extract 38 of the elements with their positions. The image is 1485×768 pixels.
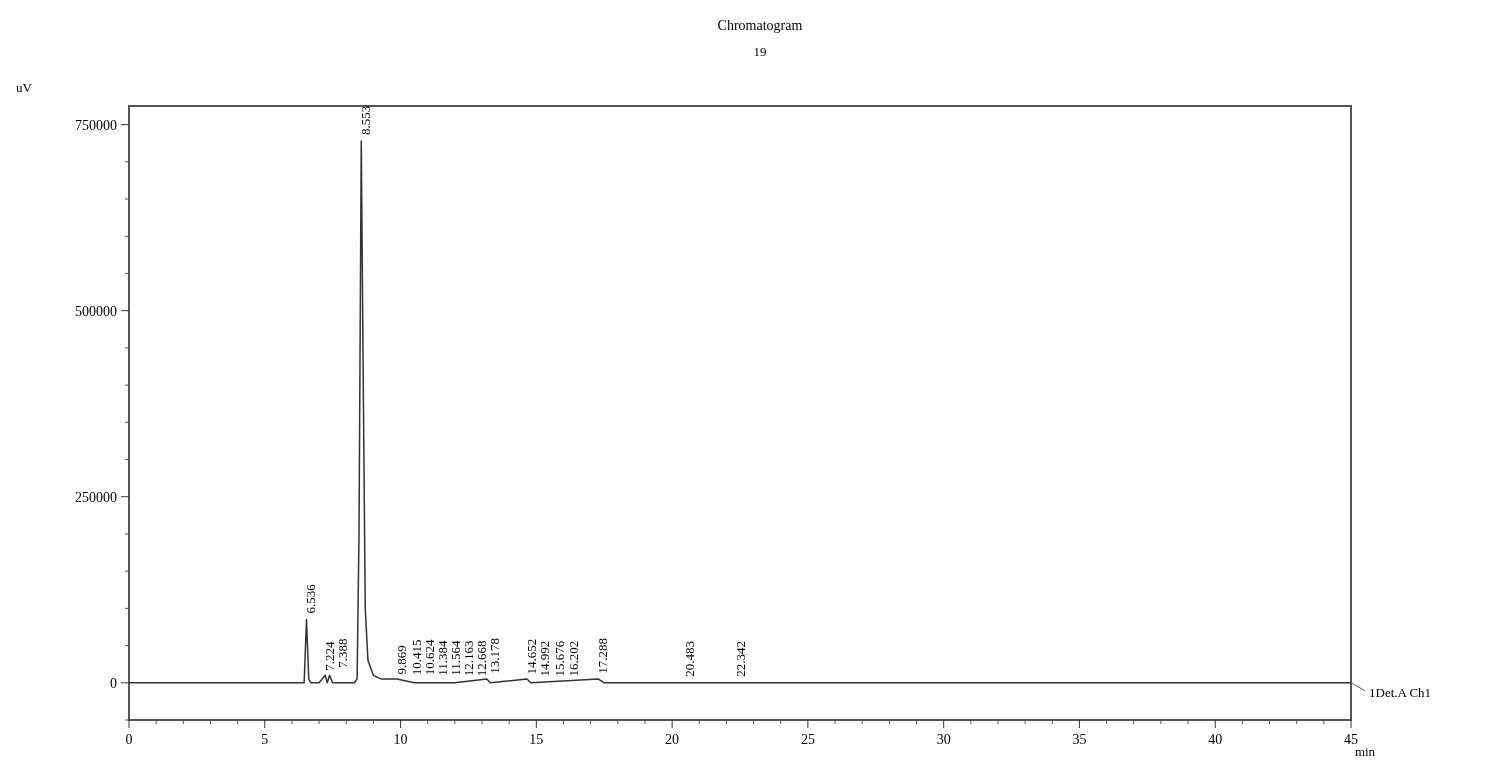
y-axis-title: uV xyxy=(16,80,33,95)
annotation: 10.624 xyxy=(421,639,437,676)
x-tick-label: 20 xyxy=(665,732,680,747)
annotation: 11.384 xyxy=(435,639,451,676)
annotation: 8.553 xyxy=(358,105,374,135)
annotation: 7.388 xyxy=(335,638,351,668)
y-tick-label: 750000 xyxy=(75,117,117,133)
x-tick-label: 5 xyxy=(261,732,269,747)
y-tick-label: 0 xyxy=(110,675,117,691)
annotation: 11.564 xyxy=(448,639,464,676)
x-tick-label: 35 xyxy=(1072,732,1087,747)
x-tick-label: 10 xyxy=(393,732,408,747)
annotation: 15.676 xyxy=(551,640,567,677)
annotation: 17.288 xyxy=(595,638,611,674)
x-tick-label: 40 xyxy=(1208,732,1223,747)
y-tick-label: 500000 xyxy=(75,303,117,319)
x-tick-label: 0 xyxy=(125,732,133,747)
annotation: 12.163 xyxy=(461,640,477,677)
chart-subtitle: 19 xyxy=(753,44,767,59)
y-tick-label: 250000 xyxy=(75,489,117,505)
series-label: 1Det.A Ch1 xyxy=(1369,684,1432,700)
x-tick-label: 30 xyxy=(936,732,951,747)
annotation: 12.668 xyxy=(474,640,490,677)
x-tick-label: 45 xyxy=(1344,732,1358,747)
annotation: 22.342 xyxy=(732,641,748,677)
annotation: 9.869 xyxy=(394,645,409,675)
x-tick-label: 25 xyxy=(800,732,815,747)
chart-title: Chromatogram xyxy=(717,18,803,33)
annotation: 7.224 xyxy=(322,641,338,671)
annotation: 20.483 xyxy=(682,641,698,677)
x-tick-label: 15 xyxy=(529,732,544,747)
annotation: 14.652 xyxy=(523,638,539,675)
annotation: 10.415 xyxy=(408,639,424,676)
annotation: 14.992 xyxy=(536,640,552,677)
x-axis-title: min xyxy=(1354,744,1376,759)
annotation: 6.536 xyxy=(303,583,319,614)
annotation: 16.202 xyxy=(565,640,581,677)
annotation: 13.178 xyxy=(487,638,503,674)
